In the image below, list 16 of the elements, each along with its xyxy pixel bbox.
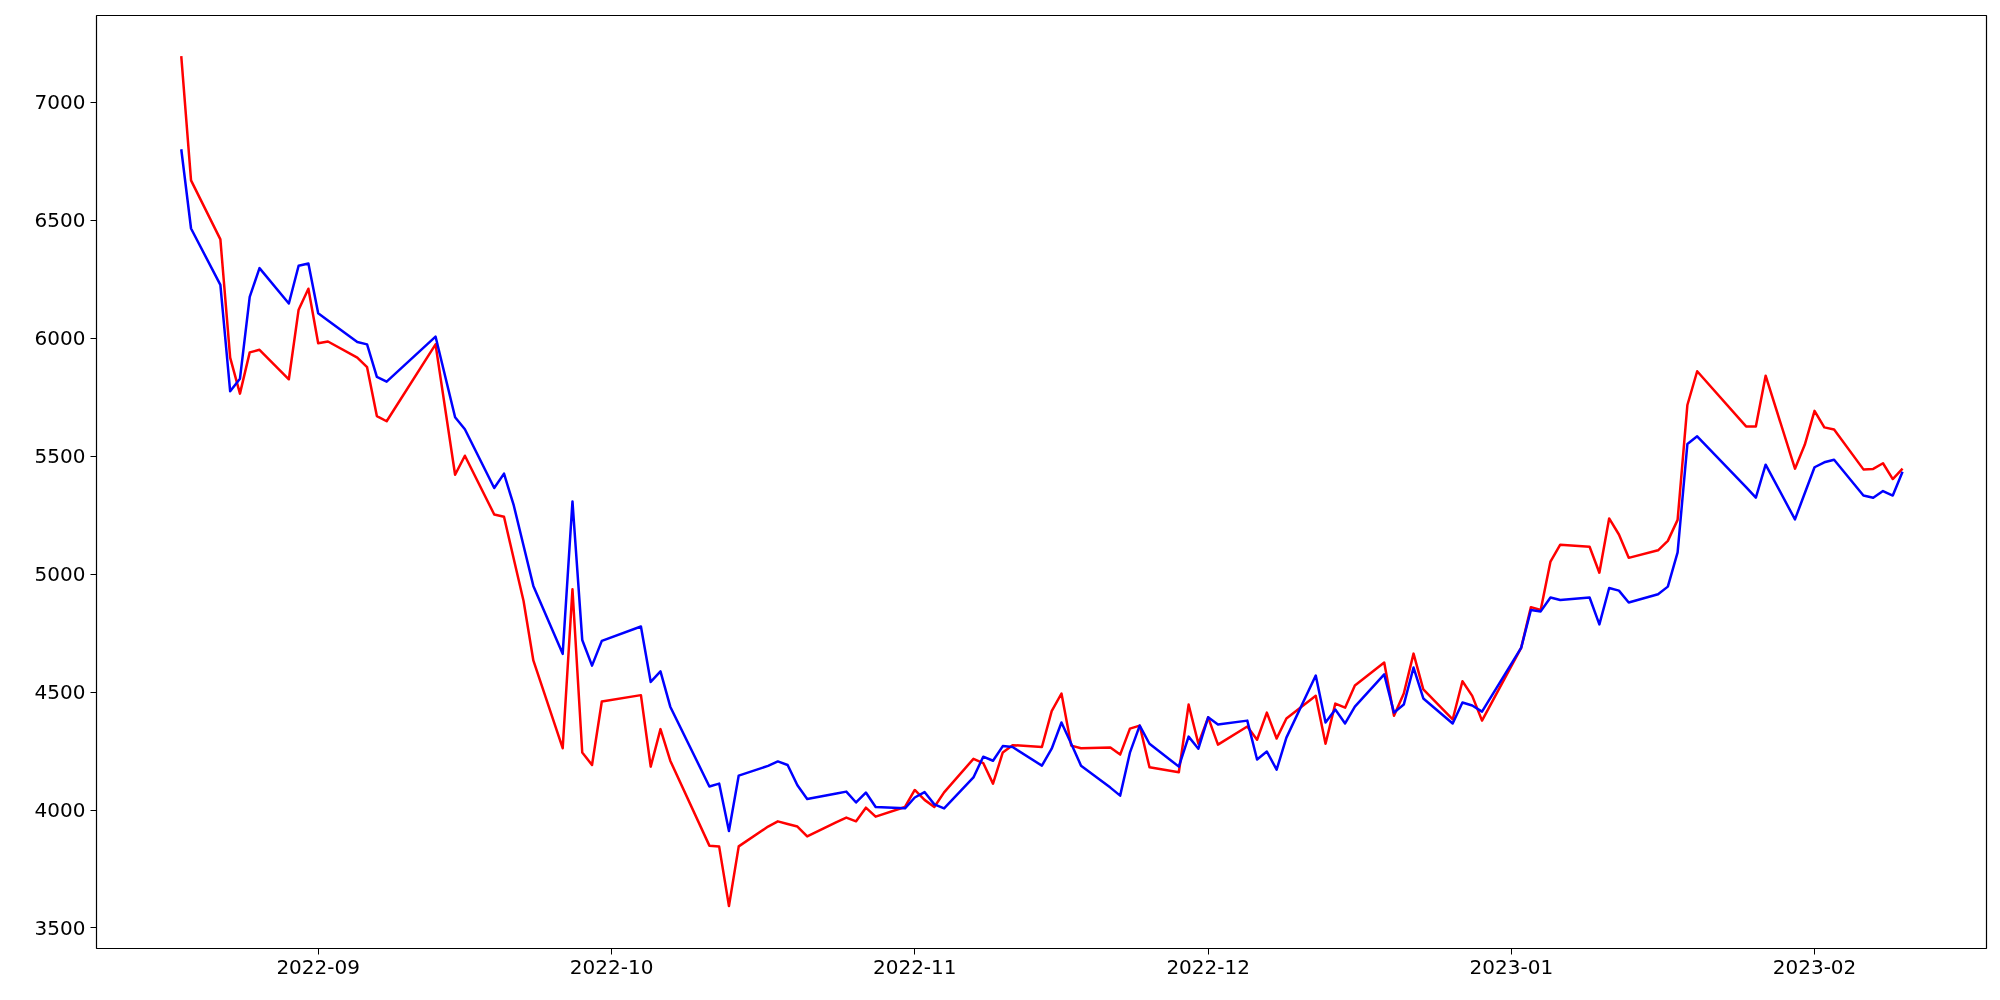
x-tick-label: 2022-09	[276, 954, 360, 979]
y-tick-label: 4500	[34, 680, 86, 705]
x-tick-label: 2023-01	[1469, 954, 1554, 979]
y-tick-label: 5500	[34, 444, 86, 469]
x-tick-label: 2023-02	[1772, 954, 1857, 979]
y-tick-label: 7000	[34, 90, 86, 115]
y-tick-label: 6000	[34, 326, 86, 351]
x-tick-label: 2022-10	[569, 954, 654, 979]
x-tick-label: 2022-11	[872, 954, 957, 979]
y-tick-label: 3500	[34, 915, 86, 940]
line-series	[180, 54, 1904, 908]
line-series	[180, 148, 1904, 833]
y-tick-label: 6500	[34, 208, 86, 233]
y-tick-label: 4000	[34, 798, 86, 823]
y-tick-label: 5000	[34, 562, 86, 587]
x-tick-label: 2022-12	[1166, 954, 1250, 979]
